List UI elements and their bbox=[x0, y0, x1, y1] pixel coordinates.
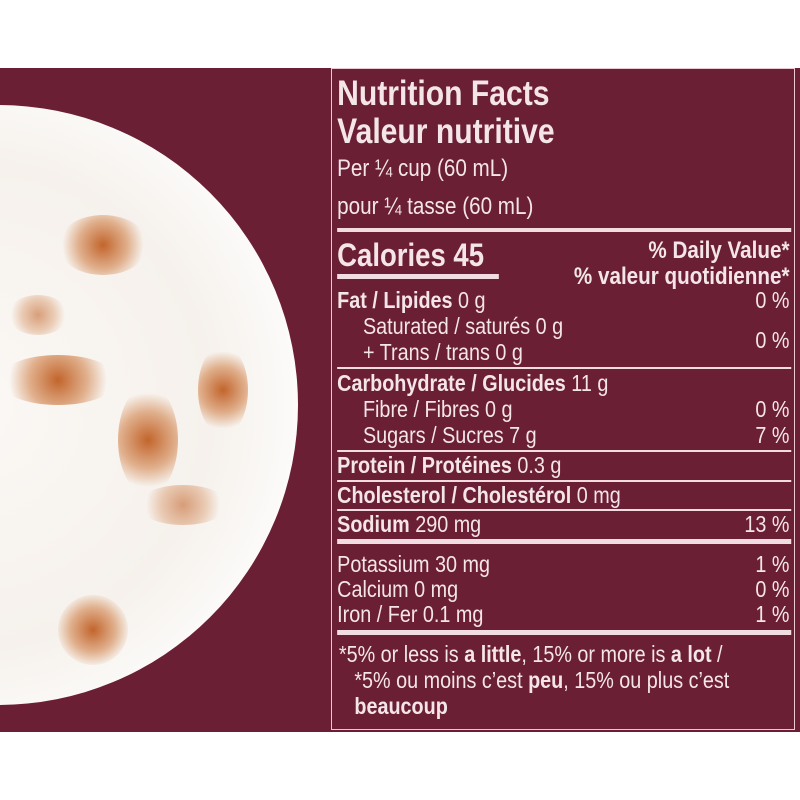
row-calcium: Calcium 0 mg 0 % bbox=[337, 576, 790, 602]
calories: Calories 45 bbox=[337, 237, 485, 273]
row-sodium: Sodium 290 mg 13 % bbox=[337, 511, 790, 537]
row-saturated: Saturated / saturés 0 g bbox=[362, 313, 564, 339]
divider bbox=[337, 480, 792, 482]
plate-image bbox=[0, 105, 298, 705]
serving-fr: pour ¼ tasse (60 mL) bbox=[337, 193, 534, 220]
calories-underline bbox=[337, 274, 499, 279]
serving-en: Per ¼ cup (60 mL) bbox=[337, 155, 509, 182]
divider bbox=[337, 539, 792, 544]
background-band bbox=[0, 68, 800, 732]
divider bbox=[337, 509, 792, 511]
row-cholesterol: Cholesterol / Cholestérol 0 mg bbox=[337, 482, 621, 508]
divider bbox=[337, 450, 792, 452]
title-fr: Valeur nutritive bbox=[337, 112, 555, 151]
row-protein: Protein / Protéines 0.3 g bbox=[337, 452, 562, 478]
daily-value-en: % Daily Value* bbox=[648, 237, 790, 264]
divider bbox=[337, 630, 792, 635]
nutrition-facts-label: Nutrition Facts Valeur nutritive Per ¼ c… bbox=[331, 68, 795, 730]
footnote: *5% or less is a little, 15% or more is … bbox=[338, 641, 730, 719]
row-carbohydrate: Carbohydrate / Glucides 11 g bbox=[337, 370, 609, 396]
title-en: Nutrition Facts bbox=[337, 74, 550, 113]
divider bbox=[337, 367, 792, 369]
divider bbox=[337, 228, 792, 232]
row-iron: Iron / Fer 0.1 mg 1 % bbox=[337, 601, 790, 627]
daily-value-fr: % valeur quotidienne* bbox=[573, 263, 790, 290]
row-potassium: Potassium 30 mg 1 % bbox=[337, 551, 790, 577]
